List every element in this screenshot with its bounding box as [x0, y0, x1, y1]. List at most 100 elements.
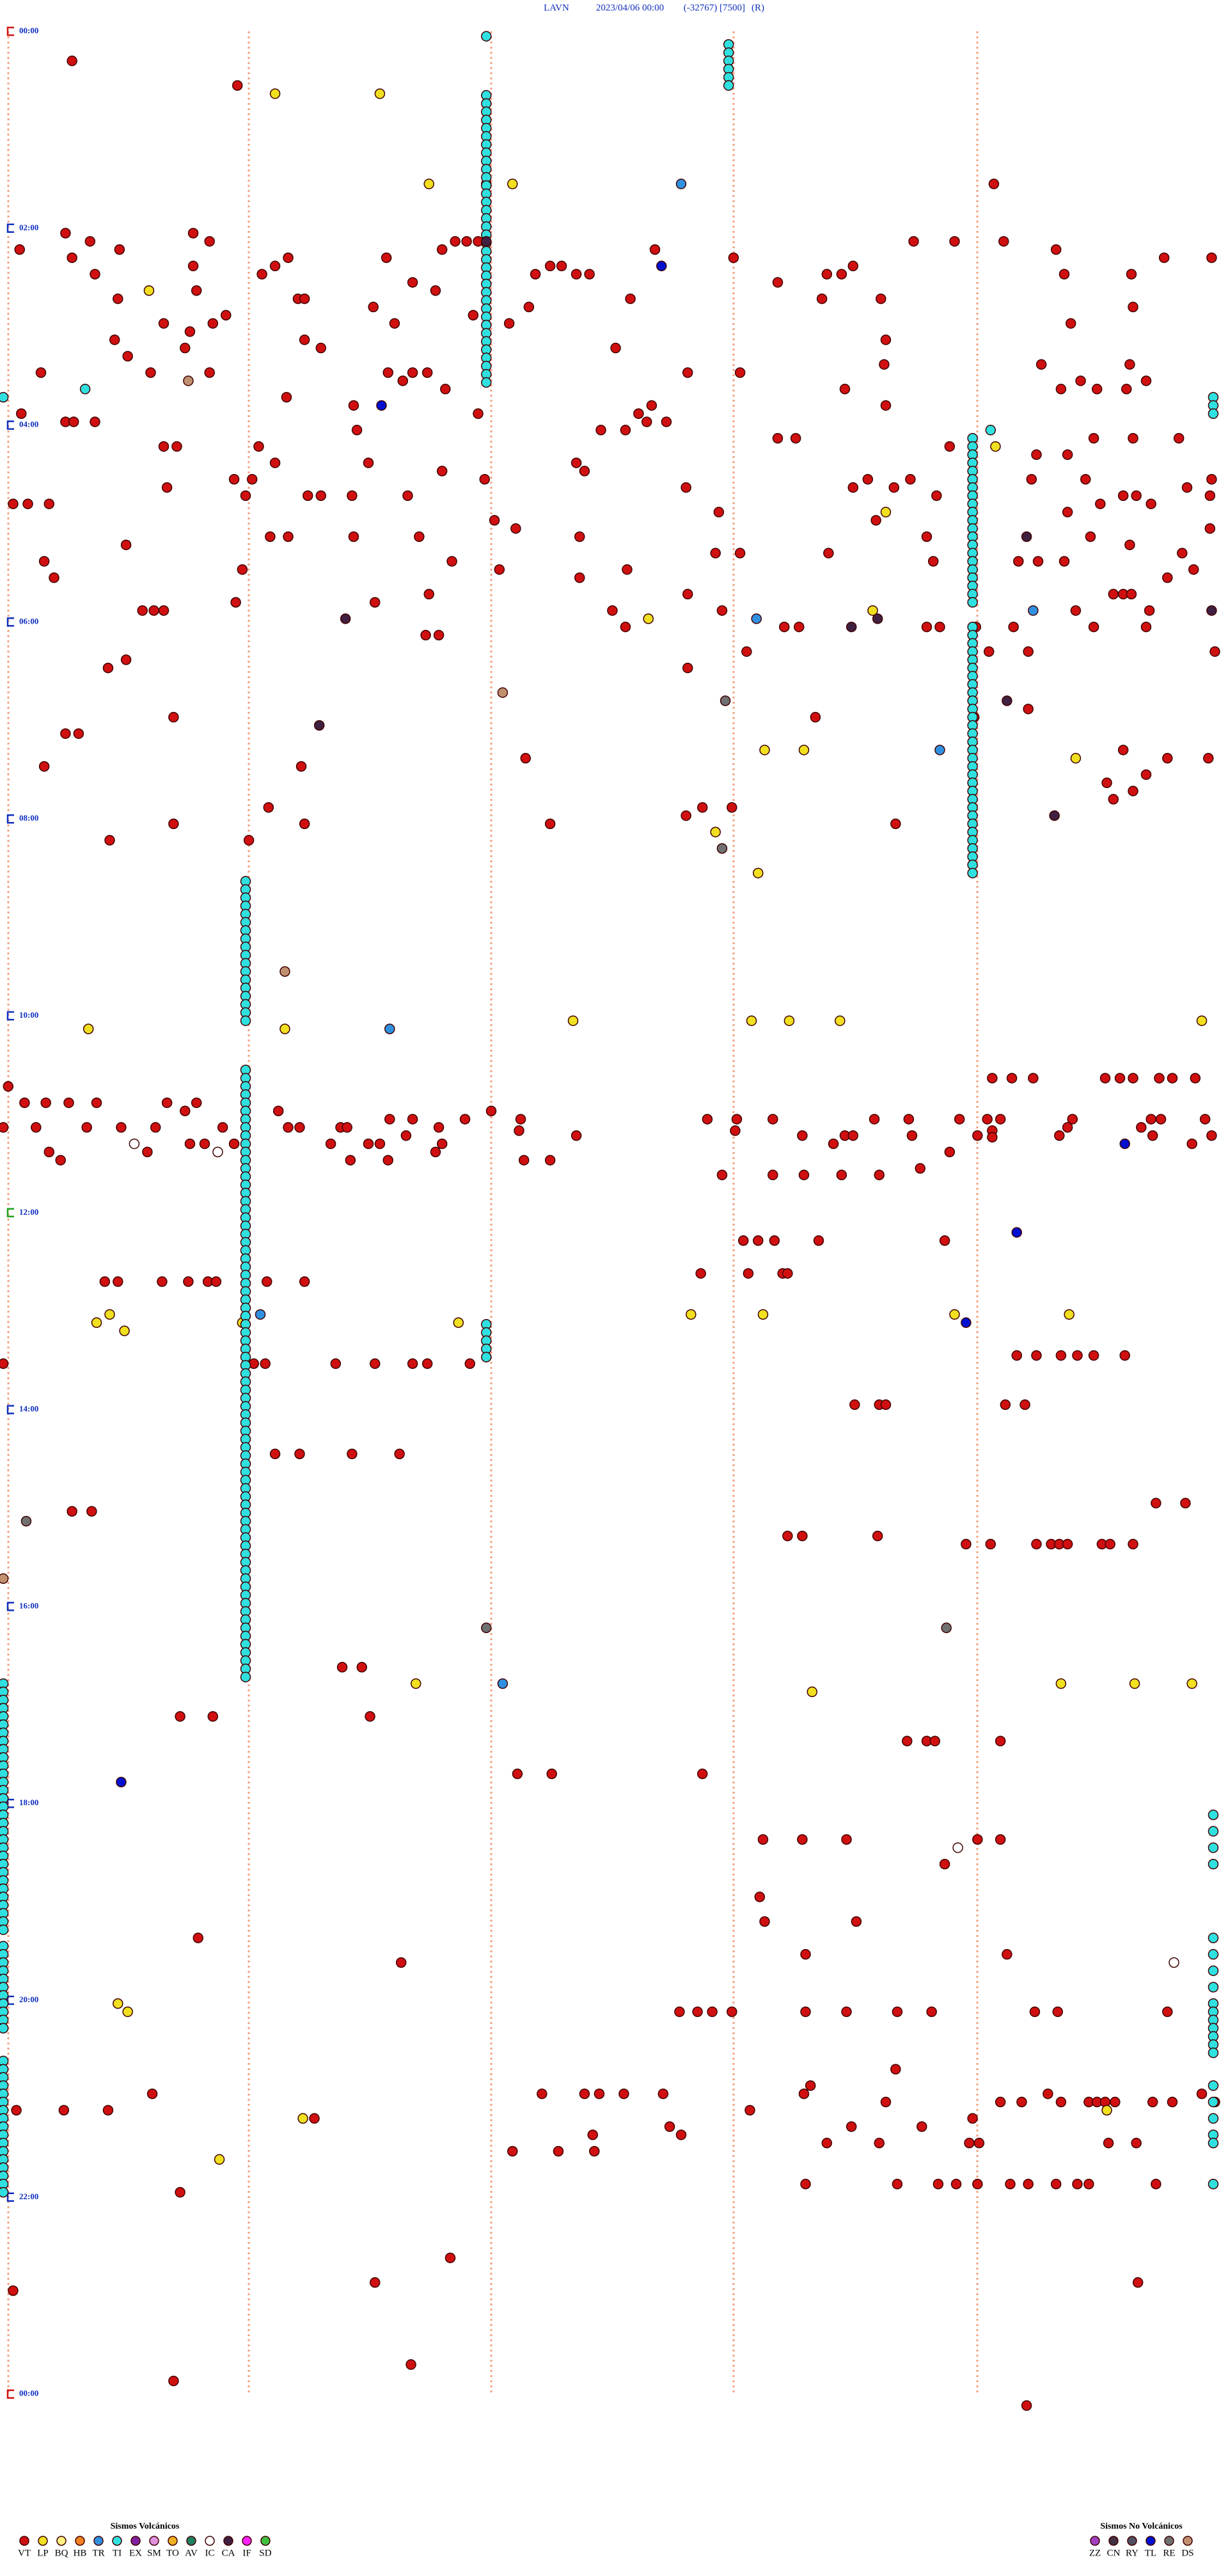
y-tick-label: 06:00	[19, 616, 38, 626]
event	[330, 1358, 342, 1370]
event	[157, 1276, 168, 1287]
event	[1126, 589, 1137, 600]
event	[798, 1169, 810, 1181]
event	[1088, 621, 1099, 633]
event	[1006, 1073, 1018, 1084]
event	[228, 1138, 240, 1150]
event	[414, 531, 425, 542]
event	[1026, 473, 1037, 485]
event	[168, 2375, 179, 2387]
event	[184, 1138, 196, 1150]
event	[40, 1097, 51, 1109]
event	[753, 1235, 764, 1246]
event	[283, 252, 294, 264]
event	[191, 285, 202, 296]
event	[933, 2179, 944, 2190]
legend-title: Sismos Volcánicos	[111, 2522, 180, 2531]
event	[778, 621, 790, 633]
event	[967, 867, 978, 879]
event	[1206, 1130, 1217, 1141]
event	[734, 367, 746, 378]
event	[1108, 794, 1119, 805]
event	[1206, 473, 1217, 485]
event	[571, 1130, 582, 1141]
event	[232, 80, 243, 91]
event	[1065, 318, 1076, 329]
event	[810, 711, 821, 723]
event	[901, 1735, 913, 1746]
event	[158, 441, 169, 452]
event	[299, 293, 310, 304]
event	[643, 613, 654, 624]
event	[939, 1235, 950, 1246]
event	[345, 1155, 356, 1166]
event	[395, 1957, 407, 1968]
tick-mark	[6, 223, 14, 233]
event	[1128, 786, 1138, 796]
event	[1151, 2179, 1161, 2190]
event	[949, 1309, 960, 1320]
event	[104, 1309, 115, 1320]
event	[720, 695, 731, 706]
event	[481, 1622, 492, 1633]
event	[91, 1317, 102, 1328]
event	[1145, 498, 1156, 509]
event	[737, 1235, 749, 1246]
event	[927, 556, 939, 567]
event	[1050, 2179, 1062, 2190]
event	[1129, 1678, 1140, 1689]
event	[1140, 769, 1152, 780]
event	[544, 818, 556, 830]
event	[221, 310, 232, 320]
event	[823, 548, 834, 558]
event	[656, 260, 667, 272]
event	[973, 2137, 985, 2149]
event	[846, 2121, 857, 2132]
event	[757, 1834, 769, 1845]
event	[1008, 621, 1019, 633]
event	[325, 1138, 336, 1150]
event	[497, 1678, 508, 1689]
event	[3, 1081, 14, 1092]
event	[790, 432, 801, 444]
event	[145, 367, 156, 378]
event	[813, 1235, 824, 1246]
event	[1128, 432, 1138, 444]
event	[1132, 2277, 1144, 2288]
event	[63, 1097, 74, 1109]
legend-marker	[93, 2536, 104, 2546]
event	[753, 867, 764, 879]
event	[880, 2096, 892, 2108]
event	[279, 1023, 290, 1034]
event	[510, 523, 521, 534]
tick-mark	[6, 420, 14, 430]
event	[1158, 252, 1170, 264]
event	[381, 252, 392, 264]
event	[240, 1015, 251, 1026]
event	[649, 244, 661, 255]
event	[710, 548, 721, 558]
event	[297, 2113, 308, 2124]
event	[828, 1138, 839, 1150]
code: (-32767)	[684, 3, 718, 13]
event	[405, 2359, 416, 2370]
event	[481, 377, 492, 388]
event	[11, 2105, 22, 2116]
event	[1055, 1350, 1067, 1361]
event	[240, 490, 251, 502]
event	[1188, 564, 1199, 575]
scale: [7500]	[720, 3, 745, 13]
event	[1162, 572, 1173, 583]
event	[315, 490, 327, 502]
event	[303, 490, 313, 502]
event	[1114, 1073, 1126, 1084]
event	[363, 1138, 374, 1150]
event	[68, 416, 79, 427]
event	[204, 236, 215, 247]
event	[384, 1023, 395, 1034]
event	[1131, 2137, 1142, 2149]
event	[1023, 646, 1034, 657]
event	[908, 236, 919, 247]
event	[836, 269, 847, 280]
event	[553, 2145, 564, 2157]
